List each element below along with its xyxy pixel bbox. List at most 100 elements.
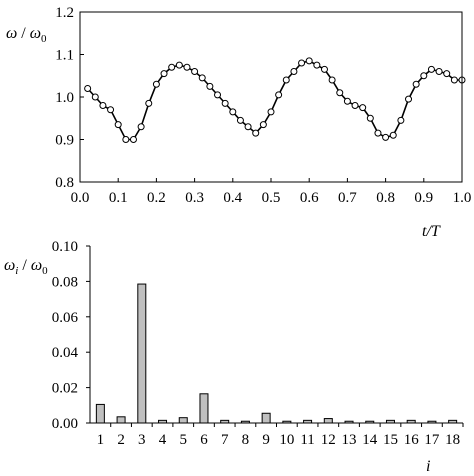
bar-5 [178,417,188,424]
x-tick-label: 8 [242,432,250,448]
y-tick-label: 0.02 [52,381,78,397]
x-tick-label: 11 [300,432,314,448]
data-point [183,63,191,71]
data-point [359,104,367,112]
y-tick-label: 0.9 [55,133,74,149]
data-point [412,80,420,88]
x-tick-label: 5 [180,432,188,448]
data-point [366,114,374,122]
x-tick-label: 13 [342,432,357,448]
data-point [107,106,115,114]
data-point [343,97,351,105]
data-point [214,91,222,99]
data-point [405,95,413,103]
y-tick-label: 1.1 [55,48,74,64]
data-point [221,99,229,107]
data-point [129,136,137,143]
x-tick-label: 1 [97,432,105,448]
x-tick-label: 16 [404,432,420,448]
x-tick-label: 18 [445,432,460,448]
data-point [114,121,122,129]
data-point [122,136,130,143]
data-point [435,68,443,75]
y-tick-label: 0.10 [52,239,78,255]
y-tick-labels: 0.00 0.02 0.04 0.06 0.08 0.10 [52,239,79,432]
data-point [427,65,435,73]
x-tick-label: 4 [159,432,167,448]
x-axis-label: t/T [422,223,441,240]
data-point [236,116,244,124]
data-point [336,89,344,97]
data-point [374,129,382,137]
x-tick-label: 0.0 [71,190,90,206]
bar-9 [261,412,271,424]
data-point [305,57,313,65]
x-tick-label: 9 [262,432,270,448]
x-tick-label: 0.3 [185,190,204,206]
data-point [259,121,267,129]
x-tick-label: 0.2 [147,190,166,206]
x-tick-label: 0.8 [376,190,395,206]
x-tick-label: 0.7 [338,190,357,206]
data-point [152,80,160,88]
data-point [175,61,183,69]
data-point [206,82,214,90]
data-point [420,72,428,80]
data-point [267,108,275,116]
y-tick-label: 0.00 [52,416,78,432]
data-point [145,99,153,107]
x-axis-label: i [426,458,430,475]
y-axis-label: ω / ω0 [6,25,47,45]
y-axis-label: ωi / ω0 [4,257,48,277]
data-points [84,57,466,143]
y-tick-label: 1.0 [55,90,74,106]
y-tick-label: 0.06 [52,310,79,326]
tick-marks [86,245,464,427]
y-tick-labels: 0.8 0.9 1.0 1.1 1.2 [55,5,74,191]
x-tick-label: 3 [138,432,146,448]
data-point [290,68,298,75]
x-tick-label: 17 [424,432,440,448]
data-point [244,123,252,131]
data-point [450,76,458,84]
data-point [328,76,336,84]
y-tick-label: 0.8 [55,175,74,191]
data-point [160,70,168,78]
bars [95,283,458,424]
bar-3 [137,283,147,424]
data-point [382,133,390,141]
y-tick-label: 0.08 [52,274,78,290]
line-chart: 0.8 0.9 1.0 1.1 1.2 0.0 0.1 0.2 0.3 0.4 0.5 0.6 0.7… [6,5,471,240]
data-point [443,70,451,78]
data-point [168,63,176,71]
x-tick-label: 2 [117,432,125,448]
data-point [389,131,397,139]
x-tick-label: 0.5 [262,190,281,206]
y-tick-label: 1.2 [55,5,74,21]
data-point [229,108,237,116]
data-point [252,129,260,137]
x-tick-label: 6 [200,432,208,448]
bar-6 [199,393,209,424]
x-tick-label: 1.0 [453,190,472,206]
bar-chart: 0.000.020.040.060.080.10 1 2 3 4 5 6 7 8 9 10 11 12… [4,239,464,475]
x-tick-labels: 1 2 3 4 5 6 7 8 9 10 11 12 13 14 15 16 17 18 [97,432,461,448]
data-point [137,123,145,131]
bar-1 [95,403,105,424]
data-point [191,68,199,75]
x-tick-label: 15 [383,432,398,448]
x-tick-label: 10 [279,432,294,448]
data-point [84,85,92,92]
plot-frame [79,11,463,183]
data-point [313,61,321,69]
data-point [298,59,306,67]
bar-2 [116,416,126,424]
data-point [397,116,405,124]
x-tick-label: 0.6 [300,190,319,206]
data-point [99,102,107,109]
y-tick-label: 0.04 [52,345,79,361]
x-tick-label: 0.1 [109,190,128,206]
x-tick-labels: 0.0 0.1 0.2 0.3 0.4 0.5 0.6 0.7 0.8 0.9 1.0 [71,190,472,206]
x-tick-label: 14 [362,432,378,448]
